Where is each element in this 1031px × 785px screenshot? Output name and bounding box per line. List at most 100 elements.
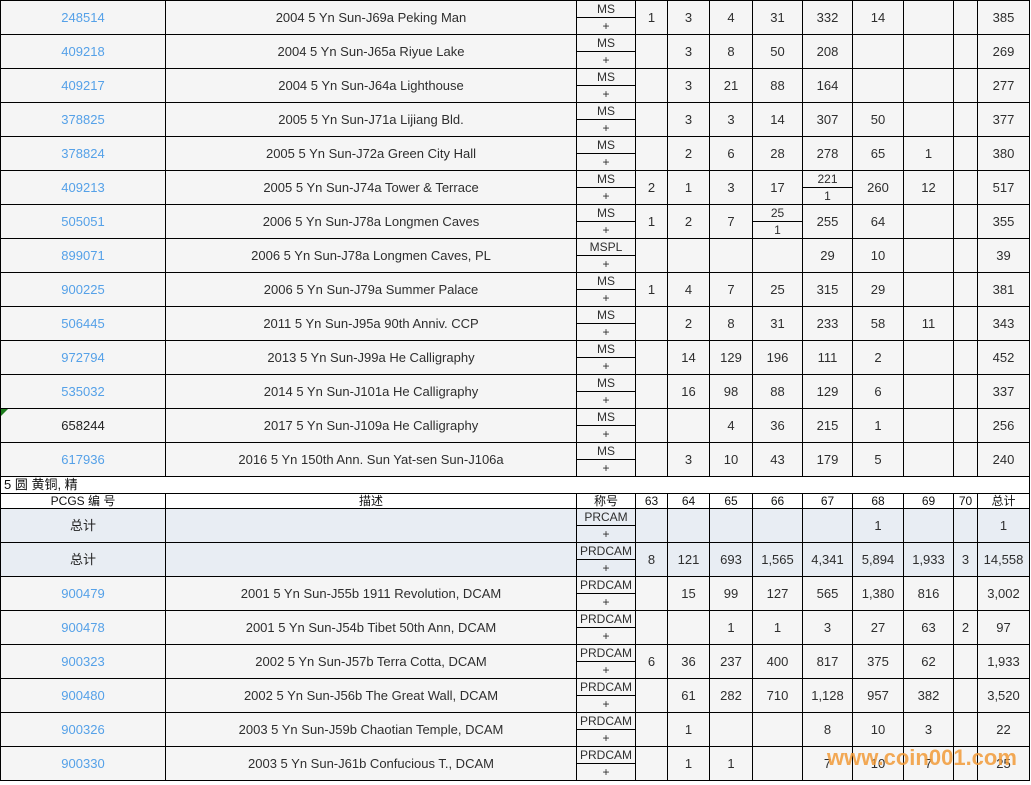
grade-68-cell: 957: [853, 679, 904, 712]
grade-63-cell: [636, 713, 668, 746]
total-cell: 14,558: [978, 543, 1030, 576]
total-cell: 517: [978, 171, 1030, 204]
pcgs-number-link[interactable]: 378825: [1, 103, 166, 136]
pcgs-number-link[interactable]: 900480: [1, 679, 166, 712]
total-cell: 269: [978, 35, 1030, 68]
table-row: 900478 2001 5 Yn Sun-J54b Tibet 50th Ann,…: [1, 611, 1030, 645]
pcgs-number-link[interactable]: 899071: [1, 239, 166, 272]
designation-cell-top: PRDCAM: [577, 611, 635, 628]
pcgs-number-link[interactable]: 900326: [1, 713, 166, 746]
designation-cell-bottom: +: [602, 595, 610, 609]
pcgs-number-link[interactable]: 409218: [1, 35, 166, 68]
population-table-proof: PCGS 编 号描述 称号 63 64 65 66 67 68 69 70 总计 总计 PRCAM +1 1…: [0, 494, 1030, 781]
grade-63-cell: [636, 611, 668, 644]
pcgs-number-link[interactable]: 617936: [1, 443, 166, 476]
grade-66-cell-top: 25: [753, 205, 802, 222]
grade-68-cell: [853, 69, 904, 102]
grade-70-cell: [954, 443, 978, 476]
table-row: 378825 2005 5 Yn Sun-J71a Lijiang Bld. MS +…: [1, 103, 1030, 137]
table-row: 409213 2005 5 Yn Sun-J74a Tower & Terrace…: [1, 171, 1030, 205]
grade-63-cell: [636, 103, 668, 136]
grade-67-cell: 221 1: [803, 171, 853, 204]
total-cell: 25: [978, 747, 1030, 780]
grade-69-cell: [904, 103, 954, 136]
pcgs-number-link[interactable]: 900323: [1, 645, 166, 678]
coin-description: 2004 5 Yn Sun-J65a Riyue Lake: [166, 35, 577, 68]
header-desig: 称号: [577, 494, 636, 508]
grade-68-cell: 29: [853, 273, 904, 306]
grade-66-cell: 127: [753, 577, 803, 610]
pcgs-number-link[interactable]: 900330: [1, 747, 166, 780]
designation-cell: MSPL +: [577, 239, 636, 272]
grade-70-cell: [954, 273, 978, 306]
designation-cell-bottom: +: [602, 121, 610, 135]
pcgs-number-link[interactable]: 506445: [1, 307, 166, 340]
header-col-64: 64: [668, 494, 710, 508]
designation-cell-top: MS: [577, 35, 635, 52]
header-col-总计: 总计: [978, 494, 1030, 508]
grade-69-cell: [904, 443, 954, 476]
pcgs-number-link[interactable]: 378824: [1, 137, 166, 170]
pcgs-number: 总计: [1, 509, 166, 542]
grade-69-cell: [904, 273, 954, 306]
designation-cell-bottom: +: [602, 393, 610, 407]
grade-63-cell: 1: [636, 205, 668, 238]
coin-description: 2005 5 Yn Sun-J72a Green City Hall: [166, 137, 577, 170]
table-row: 506445 2011 5 Yn Sun-J95a 90th Anniv. CCP…: [1, 307, 1030, 341]
grade-64-cell: 4: [668, 273, 710, 306]
designation-cell-bottom: +: [602, 325, 610, 339]
grade-69-cell: 3: [904, 713, 954, 746]
designation-cell: PRDCAM +: [577, 543, 636, 576]
header-col-68: 68: [853, 494, 904, 508]
grade-70-cell: 3: [954, 543, 978, 576]
pcgs-number-link[interactable]: 409217: [1, 69, 166, 102]
pcgs-number-link[interactable]: 409213: [1, 171, 166, 204]
grade-65-cell: [710, 713, 753, 746]
grade-69-cell: [904, 1, 954, 34]
designation-cell: PRDCAM +: [577, 611, 636, 644]
table-row: 535032 2014 5 Yn Sun-J101a He Calligraphy…: [1, 375, 1030, 409]
grade-64-cell: 15: [668, 577, 710, 610]
pcgs-number-link[interactable]: 248514: [1, 1, 166, 34]
pcgs-number-link[interactable]: 535032: [1, 375, 166, 408]
coin-description: 2001 5 Yn Sun-J54b Tibet 50th Ann, DCAM: [166, 611, 577, 644]
grade-66-cell: 400: [753, 645, 803, 678]
designation-cell-bottom: +: [602, 291, 610, 305]
grade-64-cell: 16: [668, 375, 710, 408]
pcgs-number-link[interactable]: 972794: [1, 341, 166, 374]
pcgs-number-link[interactable]: 505051: [1, 205, 166, 238]
grade-64-cell: 2: [668, 307, 710, 340]
designation-cell-top: MS: [577, 205, 635, 222]
grade-65-cell: 10: [710, 443, 753, 476]
table-row: 900323 2002 5 Yn Sun-J57b Terra Cotta, DC…: [1, 645, 1030, 679]
grade-66-cell: 14: [753, 103, 803, 136]
designation-cell: MS +: [577, 375, 636, 408]
grade-65-cell: 282: [710, 679, 753, 712]
grade-68-cell: 1,380: [853, 577, 904, 610]
designation-cell-top: PRCAM: [577, 509, 635, 526]
table-row: 899071 2006 5 Yn Sun-J78a Longmen Caves, …: [1, 239, 1030, 273]
pcgs-number-link[interactable]: 900478: [1, 611, 166, 644]
table-row: 900326 2003 5 Yn Sun-J59b Chaotian Temple…: [1, 713, 1030, 747]
designation-cell: MS +: [577, 171, 636, 204]
table-row: 总计 PRDCAM +8 121 693 1,565 4,341 5,894 1,933 3 14,…: [1, 543, 1030, 577]
total-cell: 240: [978, 443, 1030, 476]
designation-cell-top: PRDCAM: [577, 577, 635, 594]
grade-68-cell: 65: [853, 137, 904, 170]
grade-63-cell: [636, 137, 668, 170]
designation-cell-bottom: +: [602, 629, 610, 643]
grade-64-cell: 1: [668, 713, 710, 746]
total-cell: 1,933: [978, 645, 1030, 678]
grade-63-cell: [636, 375, 668, 408]
grade-63-cell: 6: [636, 645, 668, 678]
pcgs-number-link[interactable]: 900225: [1, 273, 166, 306]
pcgs-number-link[interactable]: 900479: [1, 577, 166, 610]
grade-67-cell-bottom: 1: [824, 189, 831, 203]
designation-cell-top: MS: [577, 103, 635, 120]
grade-64-cell: [668, 239, 710, 272]
grade-65-cell: [710, 239, 753, 272]
grade-65-cell: 693: [710, 543, 753, 576]
table-row: 900330 2003 5 Yn Sun-J61b Confucious T., …: [1, 747, 1030, 781]
grade-64-cell: 2: [668, 205, 710, 238]
grade-65-cell: 7: [710, 205, 753, 238]
